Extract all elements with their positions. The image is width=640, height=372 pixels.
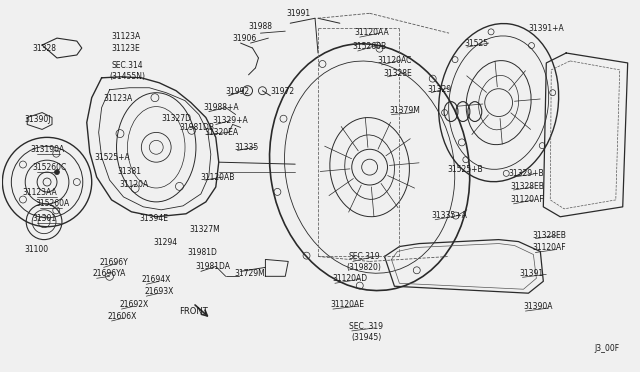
Text: 31328E: 31328E <box>383 69 412 78</box>
Text: 31120AC: 31120AC <box>378 56 412 65</box>
Text: 31981DB: 31981DB <box>179 124 214 132</box>
Text: 31329+A: 31329+A <box>213 116 248 125</box>
Text: 31991: 31991 <box>286 9 310 18</box>
Text: 31335+A: 31335+A <box>431 211 467 220</box>
Text: 21694X: 21694X <box>141 275 171 284</box>
Text: 21696Y: 21696Y <box>100 259 129 267</box>
Text: 31327M: 31327M <box>189 225 220 234</box>
Text: 31379M: 31379M <box>390 106 420 115</box>
Text: 31988: 31988 <box>248 22 273 31</box>
Text: 31328EB: 31328EB <box>511 182 545 191</box>
Text: 31294: 31294 <box>153 238 177 247</box>
Text: 31100: 31100 <box>24 246 49 254</box>
Text: FRONT: FRONT <box>179 307 208 316</box>
Text: 31301: 31301 <box>32 214 56 223</box>
Text: 313190A: 313190A <box>30 145 65 154</box>
Text: 31123E: 31123E <box>111 44 140 53</box>
Text: 31329+B: 31329+B <box>509 169 544 178</box>
Text: 31988+A: 31988+A <box>204 103 239 112</box>
Text: (31945): (31945) <box>352 333 382 342</box>
Text: 31335: 31335 <box>235 143 259 152</box>
Text: 31327D: 31327D <box>161 115 191 124</box>
Text: 31120AA: 31120AA <box>355 28 390 37</box>
Text: 31120AE: 31120AE <box>330 300 364 309</box>
Text: 315260B: 315260B <box>353 42 387 51</box>
Text: 31525+A: 31525+A <box>95 153 131 162</box>
Circle shape <box>54 170 60 174</box>
Text: 31328EB: 31328EB <box>532 231 566 240</box>
Text: 31981D: 31981D <box>187 248 217 257</box>
Text: (319820): (319820) <box>347 263 381 272</box>
Text: SEC. 319: SEC. 319 <box>349 322 383 331</box>
Text: 21693X: 21693X <box>145 287 173 296</box>
Text: 31394E: 31394E <box>140 214 168 223</box>
Text: 31981DA: 31981DA <box>195 262 230 271</box>
Text: 31120AF: 31120AF <box>511 195 544 204</box>
Text: 31120A: 31120A <box>120 180 148 189</box>
Text: 315260A: 315260A <box>35 199 69 208</box>
Text: 31328: 31328 <box>32 44 56 53</box>
Text: 31906: 31906 <box>233 34 257 43</box>
Text: SEC.314: SEC.314 <box>111 61 143 70</box>
Text: 31525: 31525 <box>464 39 488 48</box>
Text: 31320EA: 31320EA <box>205 128 239 137</box>
Text: 31390J: 31390J <box>24 115 51 125</box>
Text: 31329: 31329 <box>427 85 451 94</box>
Text: 31390A: 31390A <box>524 302 553 311</box>
Text: 31381: 31381 <box>118 167 141 176</box>
Text: SEC.319: SEC.319 <box>349 253 380 262</box>
Text: J3_00F: J3_00F <box>594 344 619 353</box>
Text: 31525+B: 31525+B <box>447 165 483 174</box>
Text: 31972: 31972 <box>270 87 294 96</box>
Text: 31123A: 31123A <box>111 32 141 41</box>
Text: 31123AA: 31123AA <box>22 188 57 197</box>
Text: 31391: 31391 <box>520 269 543 278</box>
Text: 21606X: 21606X <box>108 312 137 321</box>
Text: 31729M: 31729M <box>235 269 266 278</box>
Text: 31123A: 31123A <box>104 94 133 103</box>
Text: 21696YA: 21696YA <box>93 269 126 278</box>
Text: 31992: 31992 <box>226 87 250 96</box>
Text: 31120AB: 31120AB <box>201 173 236 182</box>
Text: (31455N): (31455N) <box>109 72 145 81</box>
Text: 21692X: 21692X <box>120 300 148 309</box>
Text: 31120AF: 31120AF <box>532 244 566 253</box>
Text: 31120AD: 31120AD <box>332 274 367 283</box>
Text: 31391+A: 31391+A <box>529 24 564 33</box>
Text: 315260C: 315260C <box>32 163 67 172</box>
